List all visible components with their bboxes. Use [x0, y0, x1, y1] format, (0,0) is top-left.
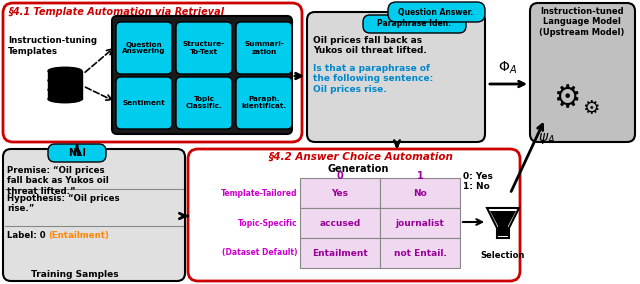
FancyBboxPatch shape — [300, 208, 380, 238]
Text: (Dataset Default): (Dataset Default) — [221, 248, 297, 258]
Ellipse shape — [48, 77, 82, 84]
Text: journalist: journalist — [396, 218, 444, 227]
Text: Oil prices fall back as
Yukos oil threat lifted.: Oil prices fall back as Yukos oil threat… — [313, 36, 427, 55]
FancyBboxPatch shape — [3, 3, 302, 142]
Text: 1: 1 — [417, 171, 424, 181]
FancyBboxPatch shape — [116, 22, 172, 74]
Text: $\psi_A$: $\psi_A$ — [538, 131, 555, 146]
FancyBboxPatch shape — [300, 178, 380, 208]
FancyBboxPatch shape — [363, 15, 466, 33]
FancyBboxPatch shape — [307, 12, 485, 142]
Text: NLI: NLI — [68, 148, 86, 158]
Text: Question Answer.: Question Answer. — [399, 7, 474, 16]
Ellipse shape — [48, 67, 82, 75]
Text: Premise: “Oil prices
fall back as Yukos oil
threat lifted.”: Premise: “Oil prices fall back as Yukos … — [7, 166, 109, 196]
Text: ⚙: ⚙ — [554, 85, 580, 114]
FancyBboxPatch shape — [236, 77, 292, 129]
Text: (Entailment): (Entailment) — [48, 231, 109, 240]
FancyBboxPatch shape — [236, 22, 292, 74]
Text: Training Samples: Training Samples — [31, 270, 119, 279]
Text: ⚙: ⚙ — [582, 99, 600, 118]
Text: not Entail.: not Entail. — [394, 248, 447, 258]
FancyBboxPatch shape — [300, 238, 380, 268]
FancyBboxPatch shape — [176, 22, 232, 74]
Text: Structure-
To-Text: Structure- To-Text — [183, 41, 225, 55]
FancyBboxPatch shape — [48, 144, 106, 162]
Text: Template-Tailored: Template-Tailored — [221, 189, 297, 197]
FancyBboxPatch shape — [116, 77, 172, 129]
Text: Paraphrase Iden.: Paraphrase Iden. — [377, 20, 451, 28]
Text: Entailment: Entailment — [312, 248, 368, 258]
Ellipse shape — [48, 95, 82, 103]
FancyBboxPatch shape — [112, 16, 292, 134]
Text: $\Phi_A$: $\Phi_A$ — [499, 60, 518, 76]
FancyBboxPatch shape — [388, 2, 485, 22]
FancyBboxPatch shape — [48, 71, 82, 99]
Polygon shape — [487, 208, 519, 238]
Text: accused: accused — [319, 218, 360, 227]
Text: Sentiment: Sentiment — [123, 100, 165, 106]
Text: 0: 0 — [337, 171, 344, 181]
Text: Instruction-tuned
Language Model
(Upstream Model): Instruction-tuned Language Model (Upstre… — [540, 7, 625, 37]
Polygon shape — [490, 211, 516, 236]
Ellipse shape — [48, 86, 82, 93]
Text: Hypothesis: “Oil prices
rise.”: Hypothesis: “Oil prices rise.” — [7, 194, 120, 213]
Text: Paraph.
Identificat.: Paraph. Identificat. — [241, 97, 287, 110]
FancyBboxPatch shape — [380, 238, 460, 268]
Text: Summari-
zation: Summari- zation — [244, 41, 284, 55]
Text: Topic-Specific: Topic-Specific — [237, 218, 297, 227]
Text: No: No — [413, 189, 427, 197]
Text: Instruction-tuning
Templates: Instruction-tuning Templates — [8, 36, 97, 56]
Text: Selection: Selection — [481, 251, 525, 260]
Text: §4.1 Template Automation via Retrieval: §4.1 Template Automation via Retrieval — [8, 7, 224, 17]
Text: Topic
Classific.: Topic Classific. — [186, 97, 222, 110]
FancyBboxPatch shape — [188, 149, 520, 281]
FancyBboxPatch shape — [176, 77, 232, 129]
FancyBboxPatch shape — [530, 3, 635, 142]
FancyBboxPatch shape — [380, 208, 460, 238]
Text: §4.2 Answer Choice Automation: §4.2 Answer Choice Automation — [268, 152, 453, 162]
Text: Is that a paraphrase of
the following sentence:
Oil prices rise.: Is that a paraphrase of the following se… — [313, 64, 433, 94]
FancyBboxPatch shape — [380, 178, 460, 208]
Text: 0: Yes
1: No: 0: Yes 1: No — [463, 172, 493, 191]
Text: Yes: Yes — [332, 189, 349, 197]
Text: Label: 0: Label: 0 — [7, 231, 49, 240]
Text: Generation: Generation — [327, 164, 388, 174]
FancyBboxPatch shape — [3, 149, 185, 281]
Text: Question
Answering: Question Answering — [122, 41, 166, 55]
